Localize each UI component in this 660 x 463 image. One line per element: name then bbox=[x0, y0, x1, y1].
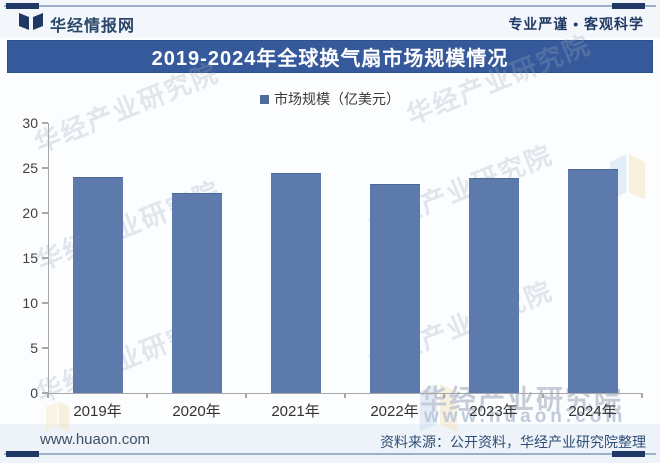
bar-2024 bbox=[567, 168, 618, 393]
site-name: 华经情报网 bbox=[50, 18, 136, 35]
x-tick-mark bbox=[245, 393, 247, 398]
bottom-frame-cap-right bbox=[612, 451, 645, 457]
bar-2022 bbox=[369, 184, 420, 393]
bar-2023 bbox=[468, 177, 519, 393]
footer-source: 资料来源：公开资料，华经产业研究院整理 bbox=[380, 434, 646, 450]
footer-strip bbox=[0, 424, 660, 463]
title-banner: 2019-2024年全球换气扇市场规模情况 bbox=[7, 40, 653, 73]
legend-label: 市场规模（亿美元） bbox=[274, 91, 400, 107]
y-tick-mark bbox=[42, 122, 48, 124]
y-tick-label: 20 bbox=[22, 205, 38, 221]
x-tick-mark bbox=[47, 393, 49, 398]
top-frame-cap-right bbox=[612, 3, 645, 9]
top-frame-cap-left bbox=[6, 3, 39, 9]
y-tick-mark bbox=[42, 347, 48, 349]
bottom-frame-cap-left bbox=[6, 451, 39, 457]
y-tick-label: 10 bbox=[22, 295, 38, 311]
x-axis-label: 2022年 bbox=[370, 403, 419, 420]
y-tick-mark bbox=[42, 257, 48, 259]
chart-title: 2019-2024年全球换气扇市场规模情况 bbox=[151, 48, 509, 70]
legend-marker bbox=[260, 94, 269, 104]
y-tick-label: 30 bbox=[22, 115, 38, 131]
x-axis-label: 2023年 bbox=[469, 403, 518, 420]
top-frame-line bbox=[4, 5, 656, 7]
y-tick-label: 25 bbox=[22, 160, 38, 176]
watermark-logo-icon bbox=[46, 402, 70, 432]
legend: 市场规模（亿美元） bbox=[0, 89, 660, 109]
bar-2020 bbox=[171, 193, 222, 393]
plot-area bbox=[48, 123, 643, 394]
bar-2021 bbox=[270, 173, 321, 393]
footer-url: www.huaon.com bbox=[40, 431, 151, 448]
x-axis-label: 2019年 bbox=[73, 403, 122, 420]
y-tick-mark bbox=[42, 302, 48, 304]
watermark-url-text: www.huaon.com bbox=[424, 406, 627, 427]
x-axis-label: 2020年 bbox=[172, 403, 221, 420]
bar-2019 bbox=[72, 177, 123, 393]
x-tick-mark bbox=[542, 393, 544, 398]
site-slogan: 专业严谨 • 客观科学 bbox=[508, 16, 644, 32]
site-logo-icon bbox=[19, 13, 43, 30]
x-tick-mark bbox=[344, 393, 346, 398]
y-tick-label: 15 bbox=[22, 250, 38, 266]
bottom-frame-line bbox=[4, 453, 656, 455]
y-tick-mark bbox=[42, 212, 48, 214]
y-tick-mark bbox=[42, 392, 48, 394]
x-axis-label: 2021年 bbox=[271, 403, 320, 420]
x-tick-mark bbox=[443, 393, 445, 398]
y-tick-mark bbox=[42, 167, 48, 169]
y-tick-label: 5 bbox=[30, 340, 38, 356]
x-axis-label: 2024年 bbox=[568, 403, 617, 420]
x-tick-mark bbox=[641, 393, 643, 398]
x-tick-mark bbox=[146, 393, 148, 398]
y-tick-label: 0 bbox=[30, 385, 38, 401]
